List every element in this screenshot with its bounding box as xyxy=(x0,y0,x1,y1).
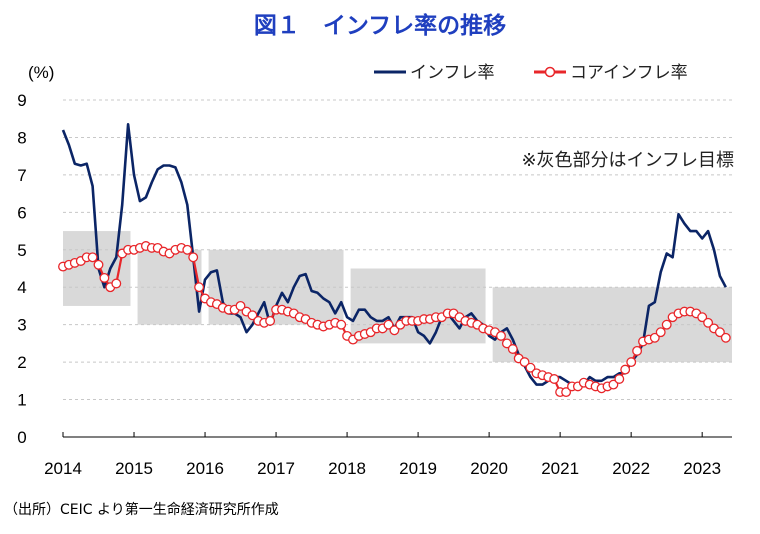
series-layer xyxy=(58,123,731,398)
core-inflation-point xyxy=(614,374,625,384)
y-tick-label: 1 xyxy=(17,391,26,410)
y-tick-label: 2 xyxy=(17,353,26,372)
core-inflation-point xyxy=(247,310,258,321)
core-inflation-point xyxy=(111,278,122,289)
x-tick-label: 2022 xyxy=(612,459,650,478)
legend: インフレ率 コアインフレ率 xyxy=(374,63,688,83)
core-inflation-point xyxy=(383,319,394,330)
core-inflation-point xyxy=(336,319,347,330)
core-inflation-point xyxy=(714,327,725,338)
core-inflation-point xyxy=(525,362,536,373)
axes: 0 1 2 3 4 5 6 7 8 9 2014 2015 2016 2017 2018 2019 2020 20… xyxy=(17,91,732,478)
x-tick-label: 2015 xyxy=(115,459,153,478)
y-tick-label: 8 xyxy=(17,128,26,147)
x-tick-label: 2014 xyxy=(44,459,82,478)
core-inflation-point xyxy=(87,252,98,263)
core-inflation-point xyxy=(389,325,400,336)
x-tick-label: 2016 xyxy=(186,459,224,478)
core-inflation-point xyxy=(655,327,666,338)
core-inflation-point xyxy=(608,379,619,390)
y-axis-unit: (%) xyxy=(28,63,54,82)
x-tick-label: 2017 xyxy=(257,459,295,478)
core-inflation-point xyxy=(549,374,560,384)
core-inflation-point xyxy=(661,319,672,330)
core-inflation-point xyxy=(649,332,660,343)
core-inflation-point xyxy=(188,252,199,263)
y-tick-label: 9 xyxy=(17,91,26,110)
core-inflation-point xyxy=(697,312,708,323)
core-inflation-point xyxy=(235,300,246,311)
y-tick-label: 5 xyxy=(17,241,26,260)
core-inflation-point xyxy=(632,345,643,356)
y-tick-label: 3 xyxy=(17,316,26,335)
x-tick-label: 2021 xyxy=(541,459,579,478)
core-inflation-point xyxy=(620,364,631,375)
core-inflation-point xyxy=(519,357,530,368)
core-inflation-point xyxy=(182,244,193,255)
legend-label-headline: インフレ率 xyxy=(410,63,495,83)
core-inflation-point xyxy=(93,259,104,270)
y-tick-label: 0 xyxy=(17,428,26,447)
legend-label-core: コアインフレ率 xyxy=(570,63,688,83)
legend-marker-core xyxy=(544,66,556,78)
core-inflation-point xyxy=(501,338,512,349)
target-band-note: ※灰色部分はインフレ目標 xyxy=(521,150,734,171)
target-band-segment-4 xyxy=(492,287,732,363)
core-inflation-point xyxy=(99,272,110,283)
core-inflation-point xyxy=(496,330,506,341)
core-inflation-point xyxy=(720,332,731,343)
x-tick-label: 2019 xyxy=(399,459,437,478)
y-tick-label: 6 xyxy=(17,203,26,222)
chart-title: 図１ インフレ率の推移 xyxy=(253,13,507,39)
core-inflation-point xyxy=(507,344,518,354)
x-tick-label: 2023 xyxy=(683,459,721,478)
core-inflation-point xyxy=(194,282,205,293)
y-tick-label: 4 xyxy=(17,278,26,297)
y-tick-label: 7 xyxy=(17,166,26,185)
x-tick-label: 2020 xyxy=(470,459,508,478)
source-note: （出所）CEIC より第一生命経済研究所作成 xyxy=(4,501,279,518)
core-inflation-point xyxy=(626,357,637,368)
core-inflation-point xyxy=(265,315,276,326)
x-tick-label: 2018 xyxy=(328,459,366,478)
core-inflation-point xyxy=(703,317,714,328)
core-inflation-point xyxy=(561,387,572,398)
